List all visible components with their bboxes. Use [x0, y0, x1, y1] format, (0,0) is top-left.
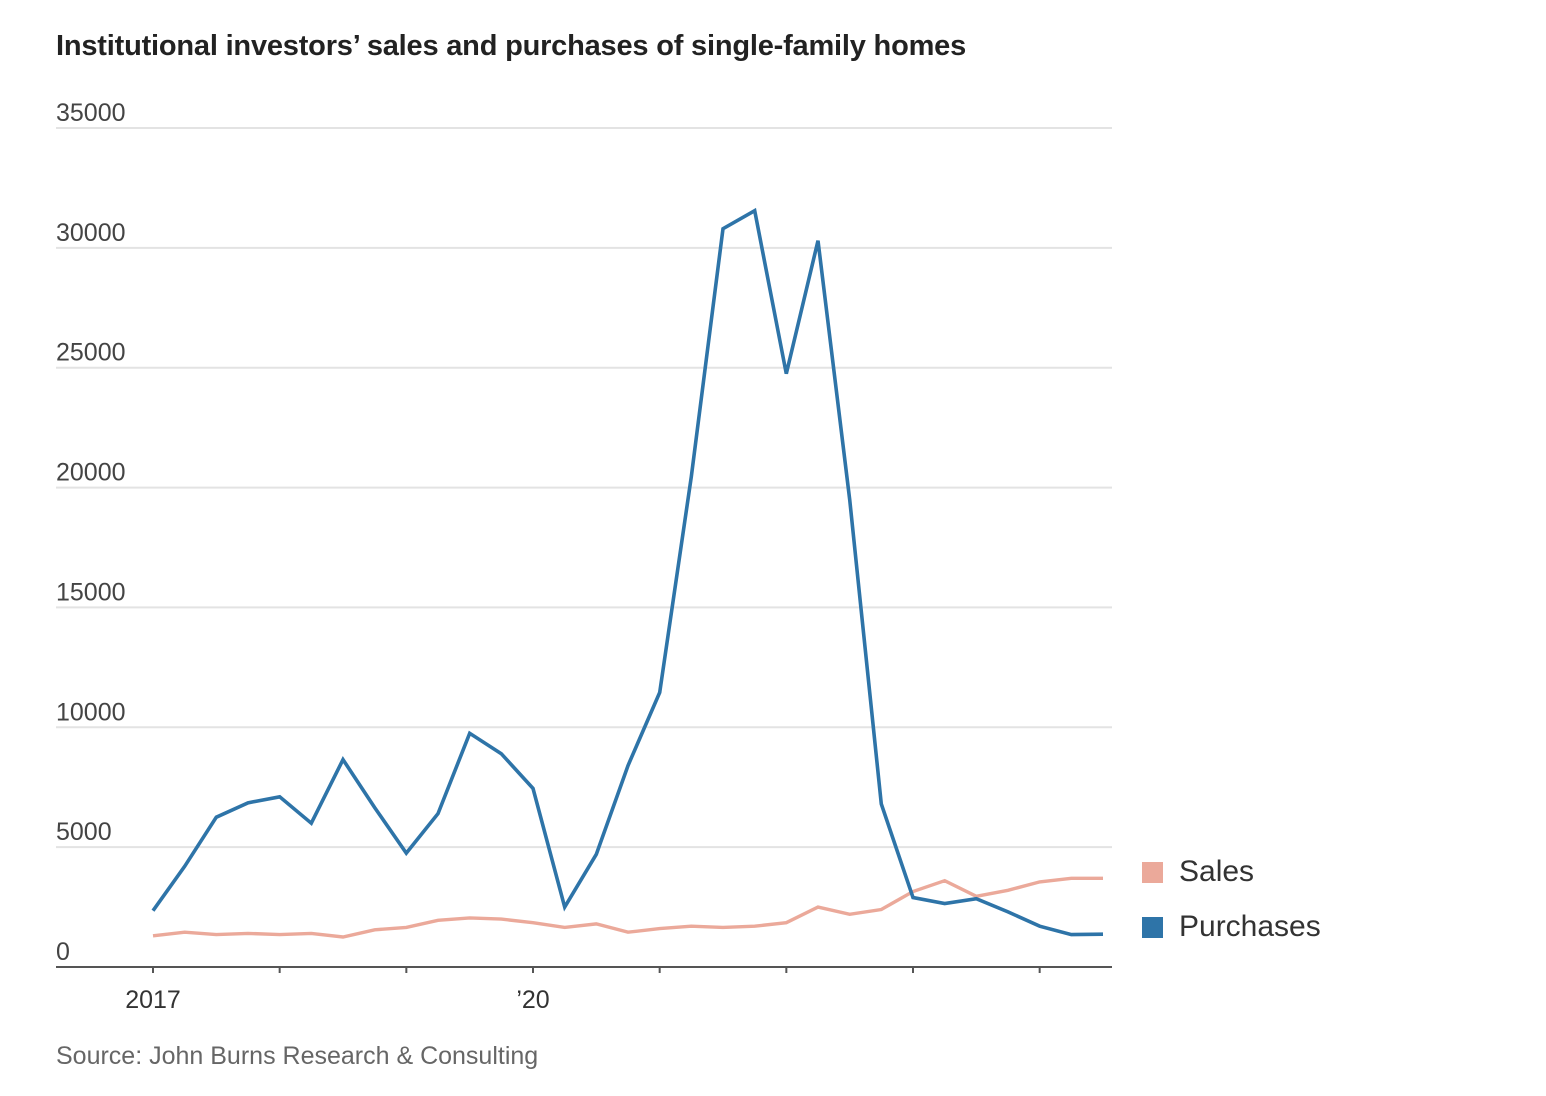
x-tick-label: ’20 [516, 986, 549, 1014]
y-tick-label: 10000 [56, 698, 126, 726]
legend-swatch-sales [1142, 861, 1163, 883]
x-axis: 2017 ’20 [56, 966, 1112, 1014]
chart-title: Institutional investors’ sales and purch… [56, 30, 967, 62]
y-tick-label: 5000 [56, 818, 112, 846]
series-line-purchases [151, 207, 1104, 937]
y-tick-label: 0 [56, 938, 70, 966]
series-lines [151, 207, 1104, 939]
gridlines [56, 127, 1112, 849]
legend: Sales Purchases [1142, 852, 1321, 962]
legend-item-sales: Sales [1142, 852, 1321, 892]
y-tick-label: 20000 [56, 459, 126, 487]
y-tick-label: 25000 [56, 339, 126, 367]
y-axis: 0 5000 10000 15000 20000 25000 30000 35000 [56, 99, 126, 966]
legend-item-purchases: Purchases [1142, 907, 1321, 947]
y-tick-label: 30000 [56, 219, 126, 247]
legend-swatch-purchases [1142, 916, 1163, 938]
y-tick-label: 15000 [56, 578, 126, 606]
y-tick-label: 35000 [56, 99, 126, 127]
source-note: Source: John Burns Research & Consulting [56, 1042, 539, 1070]
x-tick-label: 2017 [125, 986, 181, 1014]
series-line-sales [152, 876, 1103, 939]
legend-label-purchases: Purchases [1179, 910, 1321, 943]
legend-label-sales: Sales [1179, 855, 1255, 888]
